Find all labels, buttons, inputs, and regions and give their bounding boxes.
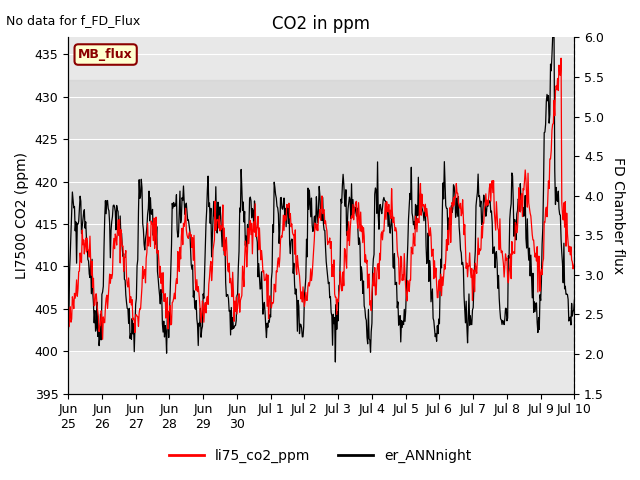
Bar (68, 80, 575, 351)
Text: MB_flux: MB_flux (78, 48, 133, 61)
Y-axis label: LI7500 CO2 (ppm): LI7500 CO2 (ppm) (15, 152, 29, 279)
Text: No data for f_FD_Flux: No data for f_FD_Flux (6, 14, 141, 27)
Title: CO2 in ppm: CO2 in ppm (272, 15, 371, 33)
Legend: li75_co2_ppm, er_ANNnight: li75_co2_ppm, er_ANNnight (163, 443, 477, 468)
Y-axis label: FD Chamber flux: FD Chamber flux (611, 157, 625, 274)
